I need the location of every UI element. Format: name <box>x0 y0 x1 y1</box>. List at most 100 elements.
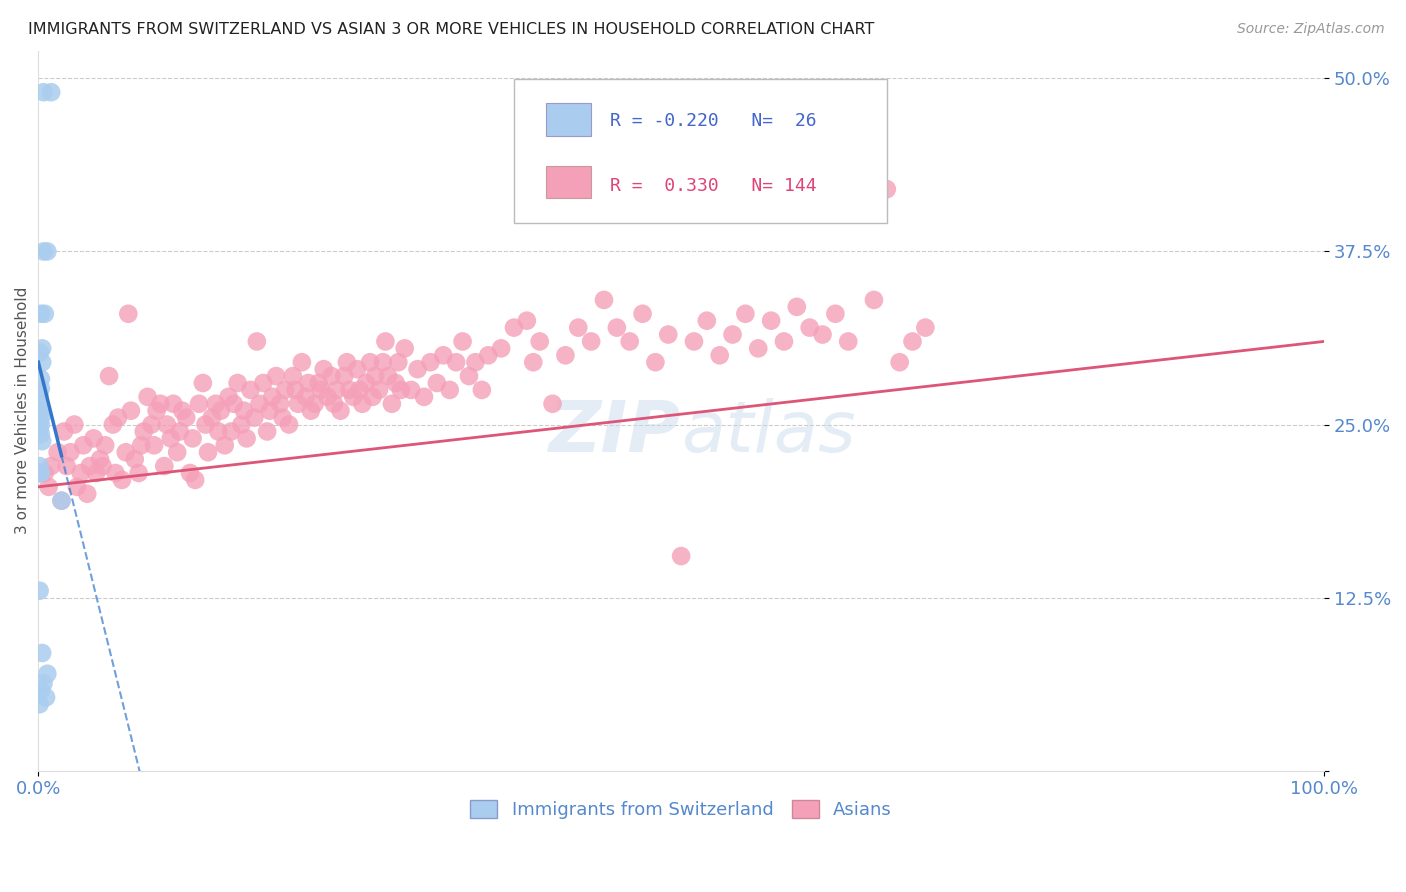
Point <box>477 348 499 362</box>
Point <box>256 425 278 439</box>
Point <box>91 459 114 474</box>
Point <box>28 387 51 401</box>
Point <box>38 480 60 494</box>
Point <box>308 376 330 390</box>
Point <box>264 369 287 384</box>
Point <box>179 466 201 480</box>
Point <box>197 445 219 459</box>
Point <box>394 342 416 356</box>
Point <box>458 369 481 384</box>
Point <box>132 425 155 439</box>
Point <box>346 362 368 376</box>
Point <box>522 355 544 369</box>
Point <box>145 403 167 417</box>
Point <box>773 334 796 349</box>
Point <box>541 397 564 411</box>
Point <box>31 434 53 449</box>
Point <box>98 369 121 384</box>
Point <box>876 182 898 196</box>
Point <box>824 307 846 321</box>
Point <box>218 390 240 404</box>
Point <box>162 397 184 411</box>
Point <box>30 466 52 480</box>
Point <box>406 362 429 376</box>
Point <box>181 431 204 445</box>
Point <box>339 383 361 397</box>
Point <box>336 355 359 369</box>
Point <box>69 466 91 480</box>
Point <box>259 403 281 417</box>
Point <box>451 334 474 349</box>
Point <box>141 417 163 432</box>
Point <box>28 422 51 436</box>
Point <box>323 397 346 411</box>
Point <box>153 459 176 474</box>
Point <box>606 320 628 334</box>
FancyBboxPatch shape <box>515 79 887 224</box>
Point <box>204 397 226 411</box>
Point <box>169 425 191 439</box>
Point <box>59 445 82 459</box>
Point <box>31 355 53 369</box>
Point <box>721 327 744 342</box>
Point <box>76 487 98 501</box>
Point <box>567 320 589 334</box>
Point <box>374 334 396 349</box>
Point <box>84 466 107 480</box>
Point <box>28 697 51 711</box>
Point <box>149 397 172 411</box>
Point <box>172 403 194 417</box>
Point <box>128 466 150 480</box>
Point <box>299 403 322 417</box>
Point <box>354 376 377 390</box>
Point <box>889 355 911 369</box>
Point <box>28 397 51 411</box>
Point <box>159 431 181 445</box>
Point <box>377 369 399 384</box>
Point <box>117 307 139 321</box>
Legend: Immigrants from Switzerland, Asians: Immigrants from Switzerland, Asians <box>463 793 900 827</box>
Y-axis label: 3 or more Vehicles in Household: 3 or more Vehicles in Household <box>15 287 30 534</box>
Point <box>191 376 214 390</box>
Point <box>174 410 197 425</box>
Point <box>233 403 256 417</box>
Point <box>304 397 326 411</box>
Point <box>669 549 692 563</box>
Point <box>37 666 59 681</box>
Point <box>287 397 309 411</box>
Point <box>222 397 245 411</box>
Point <box>226 376 249 390</box>
Point <box>243 410 266 425</box>
Point <box>471 383 494 397</box>
Point <box>28 345 51 359</box>
Point <box>352 397 374 411</box>
Text: IMMIGRANTS FROM SWITZERLAND VS ASIAN 3 OR MORE VEHICLES IN HOUSEHOLD CORRELATION: IMMIGRANTS FROM SWITZERLAND VS ASIAN 3 O… <box>28 22 875 37</box>
Point <box>419 355 441 369</box>
Point <box>114 445 136 459</box>
Point <box>329 403 352 417</box>
FancyBboxPatch shape <box>546 103 591 136</box>
Point <box>63 417 86 432</box>
Point <box>51 493 73 508</box>
Point <box>30 427 52 442</box>
Point <box>503 320 526 334</box>
Point <box>111 473 134 487</box>
Point <box>579 334 602 349</box>
Point <box>32 85 55 99</box>
Point <box>426 376 449 390</box>
Point <box>631 307 654 321</box>
Point <box>219 425 242 439</box>
Point <box>274 383 297 397</box>
Text: R = -0.220   N=  26: R = -0.220 N= 26 <box>610 112 817 130</box>
Point <box>37 244 59 259</box>
Point <box>30 372 52 386</box>
Text: atlas: atlas <box>681 398 856 467</box>
Point <box>31 342 53 356</box>
Point <box>387 355 409 369</box>
Point <box>120 403 142 417</box>
Point <box>914 320 936 334</box>
Point <box>249 397 271 411</box>
Point <box>101 417 124 432</box>
Point <box>312 362 335 376</box>
Point <box>31 646 53 660</box>
